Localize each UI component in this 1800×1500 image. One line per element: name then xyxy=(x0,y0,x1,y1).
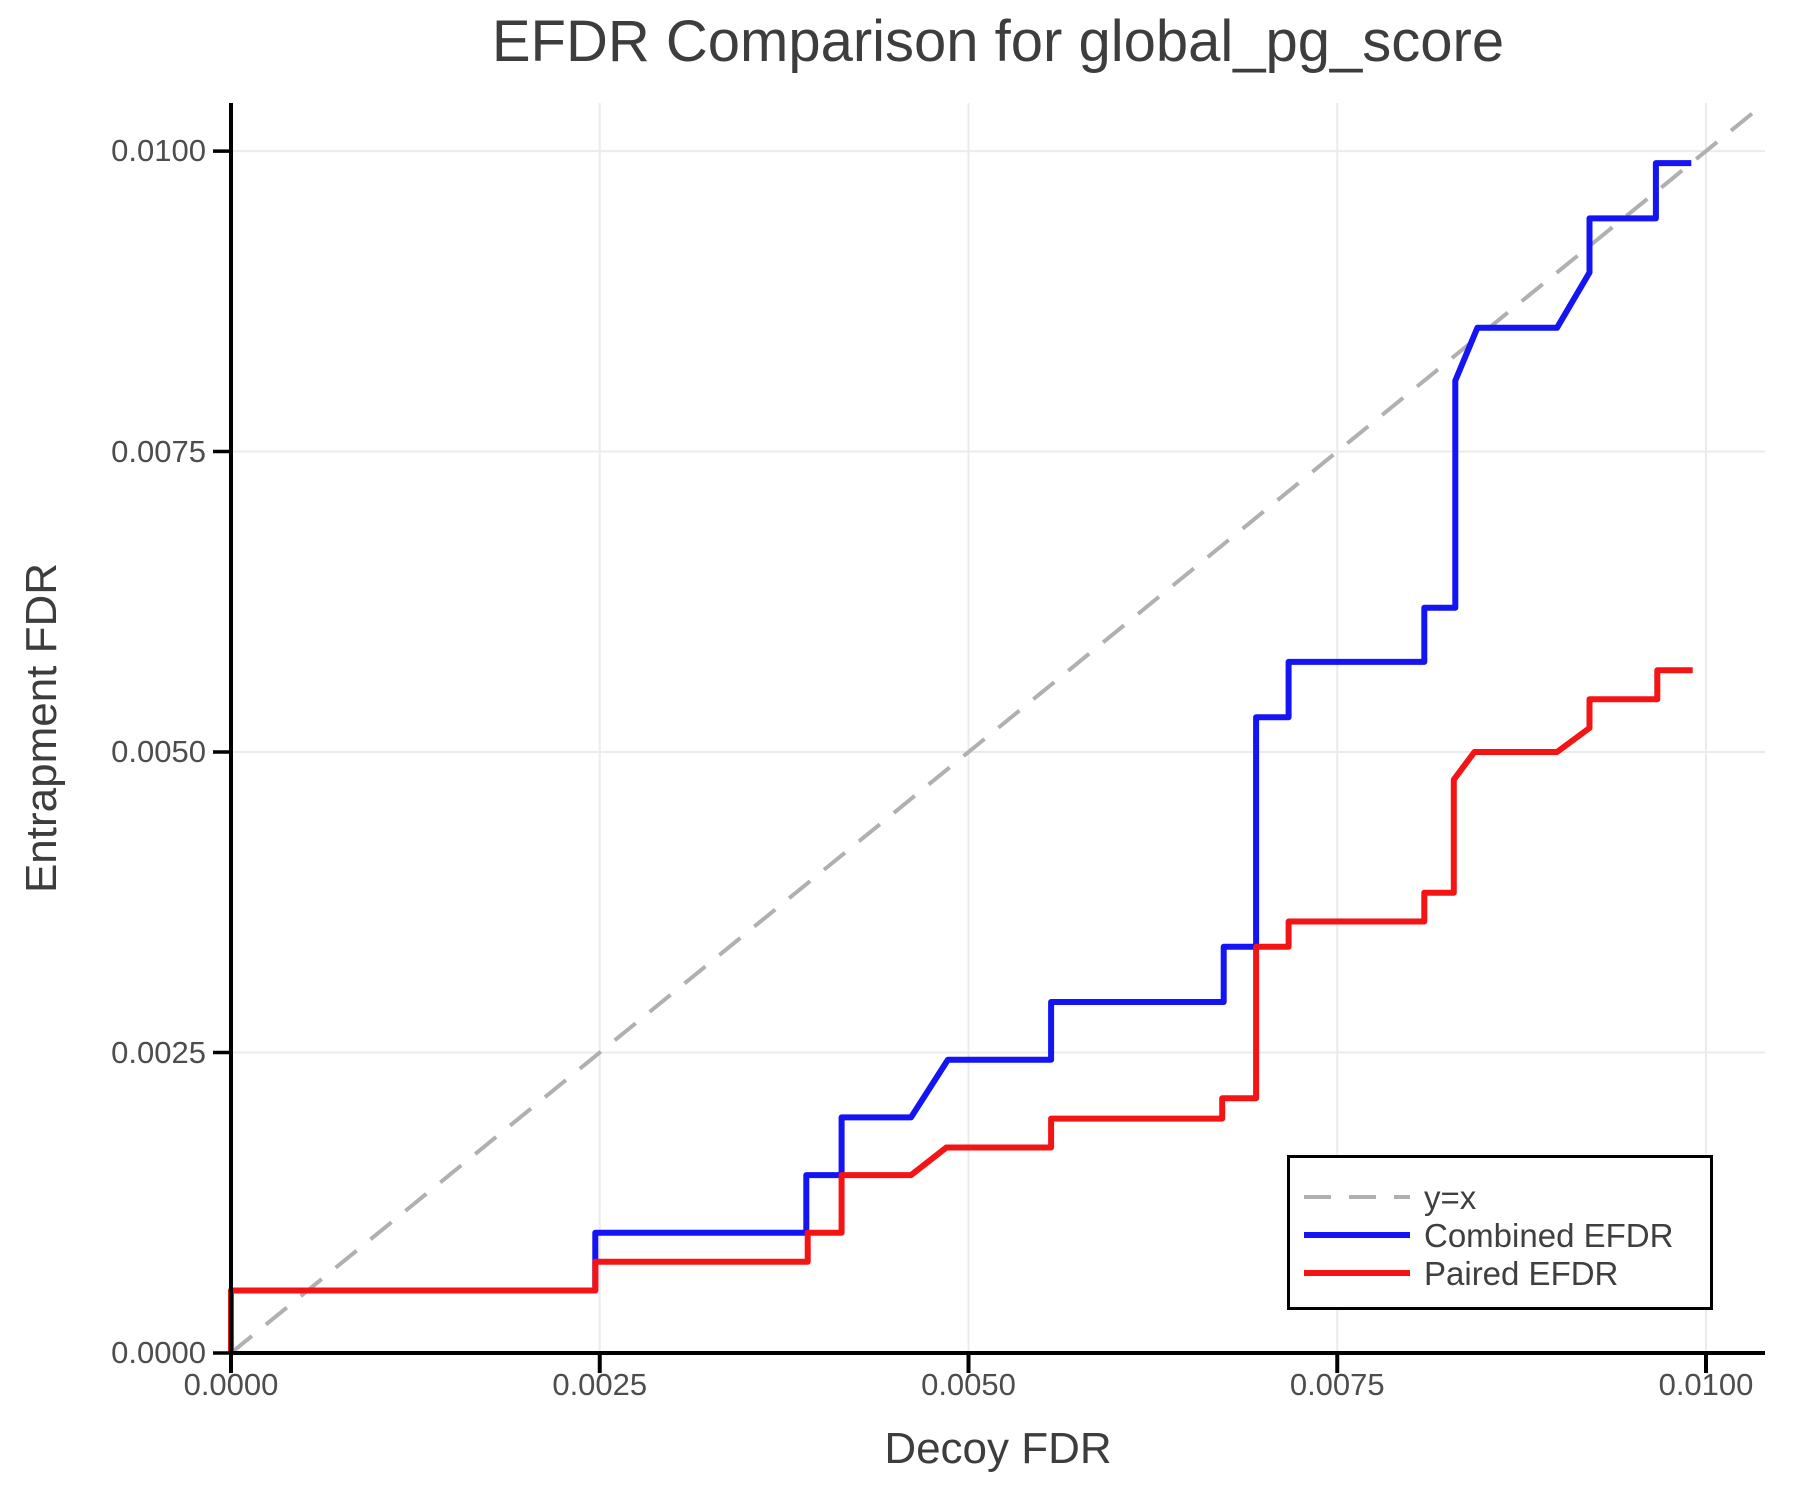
y-tick-label: 0.0050 xyxy=(111,734,206,770)
chart-title: EFDR Comparison for global_pg_score xyxy=(491,9,1505,74)
series-line-paired-efdr xyxy=(228,667,1693,1353)
y-tick-label: 0.0025 xyxy=(111,1034,206,1070)
x-tick-label: 0.0075 xyxy=(1289,1367,1385,1402)
legend: y=x Combined EFDR Paired EFDR xyxy=(1287,1155,1713,1310)
y-tick-label: 0.0075 xyxy=(111,433,206,469)
legend-row-yx: y=x xyxy=(1290,1178,1710,1216)
legend-row-paired-efdr: Paired EFDR xyxy=(1290,1254,1710,1292)
series-line-y-x xyxy=(229,101,1767,1355)
y-axis-label: Entrapment FDR xyxy=(17,562,66,894)
legend-row-combined-efdr: Combined EFDR xyxy=(1290,1216,1710,1254)
legend-line-sample-yx xyxy=(1304,1192,1410,1202)
legend-label-combined-efdr: Combined EFDR xyxy=(1424,1216,1674,1254)
legend-label-paired-efdr: Paired EFDR xyxy=(1424,1254,1619,1292)
legend-line-sample-combined-efdr xyxy=(1304,1230,1410,1240)
y-tick-label: 0.0100 xyxy=(111,133,206,169)
x-axis-label: Decoy FDR xyxy=(884,1424,1112,1473)
x-tick-label: 0.0100 xyxy=(1658,1367,1754,1402)
x-tick-label: 0.0000 xyxy=(183,1367,279,1402)
legend-label-yx: y=x xyxy=(1424,1178,1477,1216)
legend-line-sample-paired-efdr xyxy=(1304,1268,1410,1278)
x-tick-label: 0.0025 xyxy=(552,1367,648,1402)
y-tick-label: 0.0000 xyxy=(111,1335,206,1370)
x-tick-label: 0.0050 xyxy=(921,1367,1016,1402)
